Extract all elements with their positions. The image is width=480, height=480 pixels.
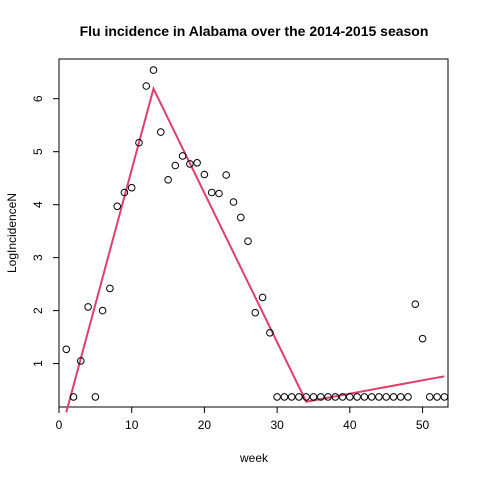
y-tick-label: 6 — [31, 95, 45, 102]
data-point — [200, 170, 209, 179]
data-point — [295, 393, 303, 401]
data-point — [266, 329, 274, 337]
data-point — [382, 393, 391, 401]
data-point — [389, 393, 398, 401]
data-point — [113, 202, 121, 211]
data-point — [324, 393, 332, 401]
data-point — [215, 189, 223, 198]
data-point — [84, 303, 92, 311]
data-point — [375, 393, 383, 401]
data-point — [433, 393, 441, 401]
data-point — [98, 306, 107, 315]
data-point — [360, 393, 369, 401]
data-point — [273, 393, 281, 401]
data-point — [353, 393, 361, 401]
data-point — [302, 393, 311, 401]
data-points-layer — [62, 66, 449, 401]
data-point — [367, 393, 376, 401]
data-point — [171, 161, 180, 170]
y-tick-label: 4 — [31, 201, 45, 208]
data-point — [193, 159, 201, 167]
data-point — [338, 393, 347, 401]
data-point — [404, 393, 412, 401]
x-tick-label: 30 — [270, 418, 284, 432]
data-point — [62, 345, 71, 354]
data-point — [178, 152, 187, 160]
data-point — [331, 393, 340, 401]
y-tick-label: 5 — [31, 148, 45, 155]
data-point — [237, 213, 245, 222]
data-point — [157, 128, 165, 136]
x-axis-label: week — [239, 451, 269, 465]
data-point — [426, 393, 434, 401]
data-point — [440, 393, 449, 401]
data-point — [77, 357, 85, 365]
data-point — [135, 138, 143, 147]
data-point — [149, 66, 158, 74]
x-tick-label: 50 — [416, 418, 430, 432]
x-tick-label: 40 — [343, 418, 357, 432]
data-point — [106, 284, 114, 293]
data-point — [222, 171, 230, 179]
y-tick-label: 2 — [31, 307, 45, 314]
y-axis-label: LogIncidenceN — [5, 193, 19, 273]
data-point — [142, 82, 151, 90]
data-point — [418, 334, 427, 343]
data-point — [280, 393, 289, 401]
data-point — [287, 393, 296, 401]
fit-line — [65, 85, 445, 413]
x-tick-label: 0 — [56, 418, 63, 432]
y-tick-label: 3 — [31, 254, 45, 261]
data-point — [251, 308, 260, 317]
data-point — [244, 237, 252, 245]
data-point — [309, 393, 318, 401]
data-point — [346, 393, 354, 401]
fit-line-layer — [65, 85, 445, 413]
data-point — [186, 160, 194, 168]
x-tick-label: 20 — [198, 418, 212, 432]
data-point — [229, 198, 238, 206]
data-point — [69, 393, 78, 401]
x-tick-label: 10 — [125, 418, 139, 432]
data-point — [258, 293, 267, 302]
data-point — [91, 393, 100, 401]
plot-frame — [58, 58, 449, 408]
data-point — [396, 393, 405, 401]
data-point — [127, 183, 136, 192]
data-point — [317, 393, 325, 401]
data-point — [164, 176, 172, 184]
data-point — [120, 188, 129, 197]
data-point — [207, 188, 216, 197]
data-point — [411, 300, 420, 309]
axis-ticks: 0 10 20 30 40 50 1 2 3 4 5 6 — [31, 95, 429, 432]
chart-title: Flu incidence in Alabama over the 2014-2… — [80, 23, 429, 39]
y-tick-label: 1 — [31, 360, 45, 367]
